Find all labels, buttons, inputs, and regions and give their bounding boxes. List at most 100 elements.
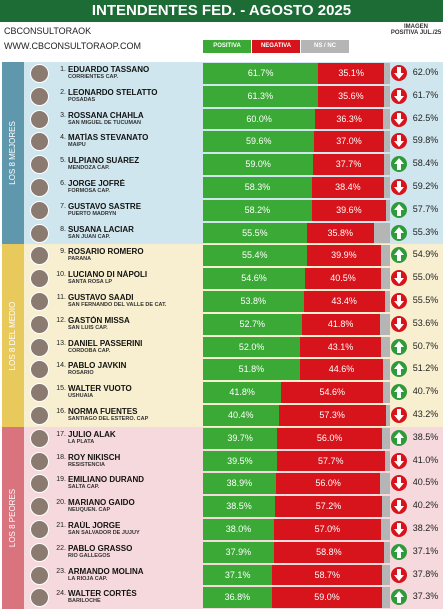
trend-arrow [391,156,407,173]
photo [30,383,49,403]
city: SAN JUAN CAP. [68,233,111,240]
name: NORMA FUENTES [68,407,138,416]
rank: 24. [56,590,66,598]
trend-arrow [391,338,407,355]
bar-label: 37.7% [335,159,362,170]
rank: 19. [56,476,66,484]
photo [30,337,49,357]
prev-value: 54.9% [412,249,439,260]
name: GUSTAVO SAADI [68,293,134,302]
name: ARMANDO MOLINA [68,566,144,576]
prev-value: 41.0% [412,454,439,465]
bar-label: 59.0% [314,592,340,603]
bar-label: 41.8% [327,318,354,329]
group-label: LOS 8 PEORES [8,488,18,548]
bar-nsnc [381,427,390,449]
bar-label: 40.5% [330,273,356,284]
rank: 8. [60,225,66,233]
rank: 11. [56,294,66,301]
city: SANTIAGO DEL ESTERO. CAP [68,416,149,422]
bar-label: 39.9% [331,250,357,261]
bar-label: 37.1% [224,569,251,580]
legend-swatch [301,40,349,53]
rank: 5. [60,157,66,165]
bar-positiva [203,564,273,586]
bar-negativa [272,564,383,586]
bar-label: 54.6% [241,273,267,284]
rank: 21. [56,522,66,529]
city: SANTA ROSA LP [68,279,113,286]
bar-label: 38.0% [225,524,252,534]
bar-nsnc [380,519,390,540]
prev-value: 37.1% [412,545,439,556]
bar-negativa [277,427,382,449]
bar-negativa [314,131,384,153]
bar-negativa [301,313,380,335]
name: LEONARDO STELATTO [68,87,158,97]
name: WALTER CORTÉS [68,589,137,599]
rank: 20. [56,499,66,507]
prev-header: IMAGEN POSITIVA JUL./25 [390,24,442,36]
bar-negativa [317,85,385,107]
photo [30,155,49,175]
photo [30,109,49,129]
bar-label: 51.8% [238,364,265,375]
bar-negativa [313,154,384,175]
bar-positiva [203,268,306,289]
trend-arrow [391,315,407,332]
bar-positiva [203,222,307,244]
rank: 9. [60,248,66,256]
city: ROSARIO [68,370,94,377]
bar-negativa [278,405,386,426]
bar-nsnc [382,587,390,609]
trend-arrow [391,293,407,309]
city: NEUQUÉN. CAP [68,507,111,514]
city: SAN FERNANDO DEL VALLE DE CAT. [68,302,167,308]
rank: 4. [60,134,66,142]
prev-value: 51.2% [412,363,439,374]
photo [30,542,49,562]
bar-positiva [203,359,300,381]
legend-label: NS / NC [313,43,336,49]
legend-label: NEGATIVA [260,43,292,49]
prev-value: 37.8% [412,568,439,579]
name: MARIANO GAIDO [68,498,135,508]
trend-arrow [391,270,407,287]
bar-nsnc [383,131,390,153]
bar-negativa [311,199,386,221]
bar-label: 61.3% [247,90,274,101]
photo [30,428,49,448]
bar-label: 40.4% [228,410,254,420]
bar-label: 39.6% [336,204,362,215]
city: SALTA CAP. [68,484,100,491]
trend-arrow [391,589,407,606]
trend-arrow [391,429,407,446]
city: USHUAIA [68,393,94,400]
trend-arrow [391,475,407,492]
trend-arrow [391,566,407,583]
bar-nsnc [384,85,390,107]
city: SAN SALVADOR DE JUJUY [68,530,140,536]
bar-label: 52.7% [239,318,266,329]
group-strip [2,62,24,245]
photo [30,64,49,83]
bar-negativa [318,63,384,84]
bar-nsnc [383,154,390,175]
prev-value: 40.5% [412,477,439,488]
url: WWW.CBCONSULTORAOP.COM [4,41,142,51]
bar-nsnc [379,313,390,335]
bar-label: 37.0% [336,136,362,147]
bar-nsnc [380,268,390,289]
bar-label: 38.9% [226,478,253,489]
bar-nsnc [383,359,390,381]
bar-positiva [203,154,314,175]
photo [30,451,49,471]
bar-label: 37.9% [225,546,252,557]
bar-label: 55.4% [242,250,268,261]
bar-positiva [203,313,302,335]
bar-label: 56.0% [315,478,341,489]
rank: 15. [56,385,66,393]
bar-label: 59.0% [245,159,271,170]
trend-arrow [391,407,407,423]
bar-label: 57.2% [315,501,342,512]
